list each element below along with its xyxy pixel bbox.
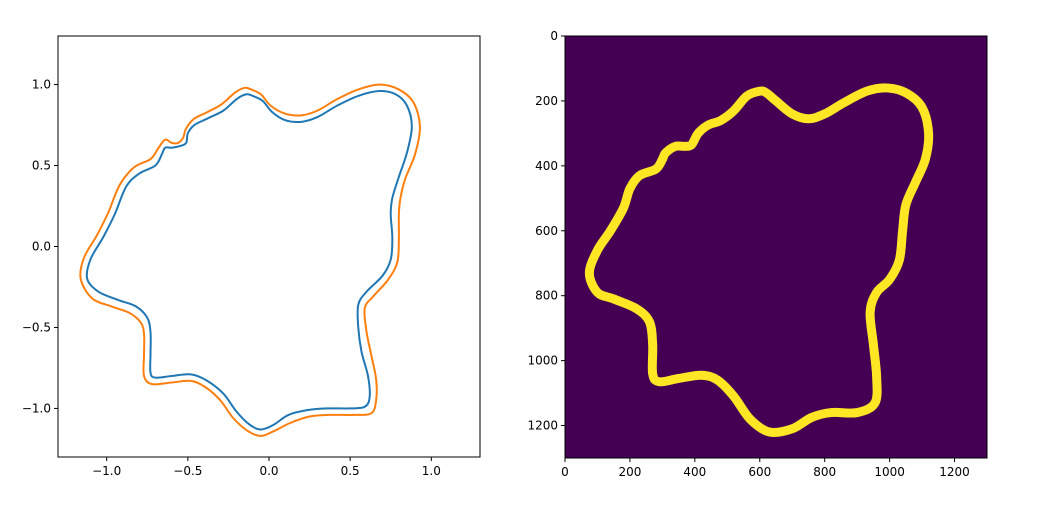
y-tick-label: 1000 [527,354,558,368]
y-tick-label: 0.5 [32,159,51,173]
x-tick-label: 800 [813,465,836,479]
right-y-axis-ticks: 0 200 400 600 800 1000 1200 [527,29,565,433]
contour-series-group [79,83,421,437]
y-tick-label: 800 [535,289,558,303]
y-tick-label: 400 [535,159,558,173]
y-tick-label: 1.0 [32,78,51,92]
heatmap-contour-band [584,83,934,438]
x-tick-label: 0 [561,465,569,479]
x-tick-label: −1.0 [92,464,121,478]
x-tick-label: 0.0 [259,464,278,478]
contour-line-2 [79,83,421,437]
y-tick-label: 200 [535,94,558,108]
x-tick-label: 1.0 [422,464,441,478]
y-tick-label: 600 [535,224,558,238]
x-tick-label: 600 [748,465,771,479]
contour-mask-band [584,83,934,438]
right-axes-frame [564,35,988,459]
y-tick-label: −1.0 [22,401,51,415]
y-tick-label: −0.5 [22,320,51,334]
line-plot-panel: −1.0 −0.5 0.0 0.5 1.0 1.0 0.5 0.0 −0.5 −1.0 [22,35,481,478]
x-tick-label: 1200 [939,465,970,479]
x-tick-label: −0.5 [173,464,202,478]
left-axes-frame [57,35,481,458]
x-tick-label: 1000 [874,465,905,479]
x-tick-label: 200 [618,465,641,479]
y-tick-label: 0 [550,29,558,43]
x-tick-label: 0.5 [341,464,360,478]
contour-line-1 [85,90,413,431]
image-plot-panel: 0 200 400 600 800 1000 1200 0 200 400 600 800 1000 1… [527,29,988,479]
x-tick-label: 400 [683,465,706,479]
y-tick-label: 1200 [527,419,558,433]
y-tick-label: 0.0 [32,240,51,254]
left-y-axis-ticks: 1.0 0.5 0.0 −0.5 −1.0 [22,78,58,415]
right-x-axis-ticks: 0 200 400 600 800 1000 1200 [561,458,970,479]
left-x-axis-ticks: −1.0 −0.5 0.0 0.5 1.0 [92,457,441,478]
